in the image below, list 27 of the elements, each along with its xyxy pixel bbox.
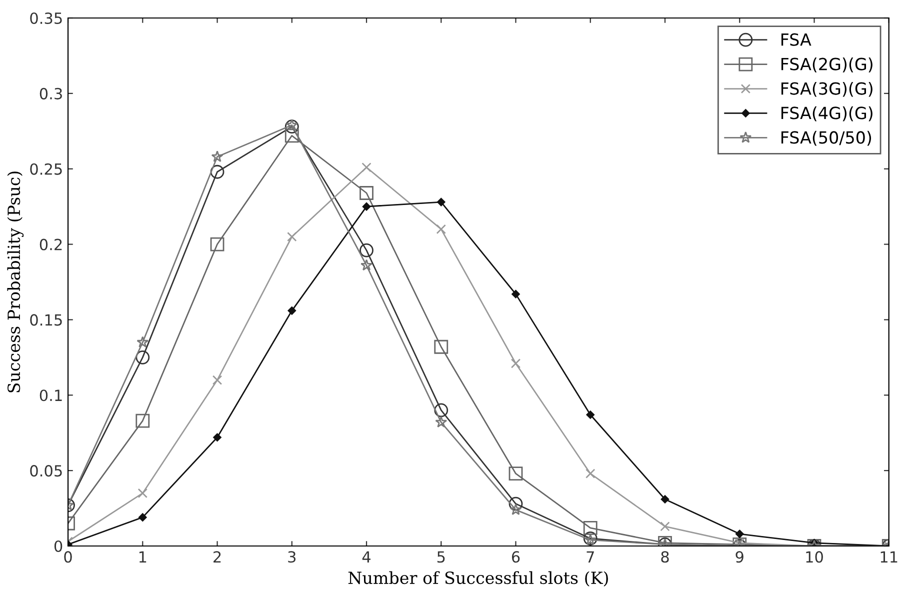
legend-label: FSA	[781, 33, 812, 46]
legend-label: FSA(50/50)	[781, 130, 872, 146]
x-tick-label: 4	[362, 551, 371, 562]
x-axis-title: Number of Successful slots (K)	[348, 571, 608, 586]
x-tick-label: 3	[288, 551, 296, 563]
x-tick-label: 9	[736, 551, 744, 563]
legend-label: FSA(3G)(G)	[781, 82, 872, 97]
x-tick-label: 1	[139, 551, 146, 562]
y-tick-label: 0.15	[30, 314, 62, 326]
y-tick-label: 0	[54, 540, 62, 552]
y-tick-label: 0.3	[40, 88, 62, 100]
x-tick-label: 8	[661, 551, 669, 563]
x-tick-label: 7	[586, 551, 594, 562]
y-tick-label: 0.2	[40, 238, 62, 250]
legend-label: FSA(4G)(G)	[781, 106, 872, 122]
y-axis-title: Success Probability (Psuc)	[7, 172, 24, 392]
legend-label: FSA(2G)(G)	[781, 57, 872, 72]
y-tick-label: 0.05	[30, 465, 62, 477]
x-tick-label: 11	[880, 551, 898, 562]
x-tick-label: 5	[437, 551, 445, 563]
x-tick-label: 2	[214, 551, 221, 562]
y-tick-label: 0.25	[30, 163, 62, 175]
x-tick-label: 10	[806, 551, 823, 563]
y-tick-label: 0.35	[30, 12, 62, 24]
y-tick-label: 0.1	[40, 390, 62, 402]
x-tick-label: 6	[512, 551, 520, 563]
x-tick-label: 0	[64, 551, 72, 563]
